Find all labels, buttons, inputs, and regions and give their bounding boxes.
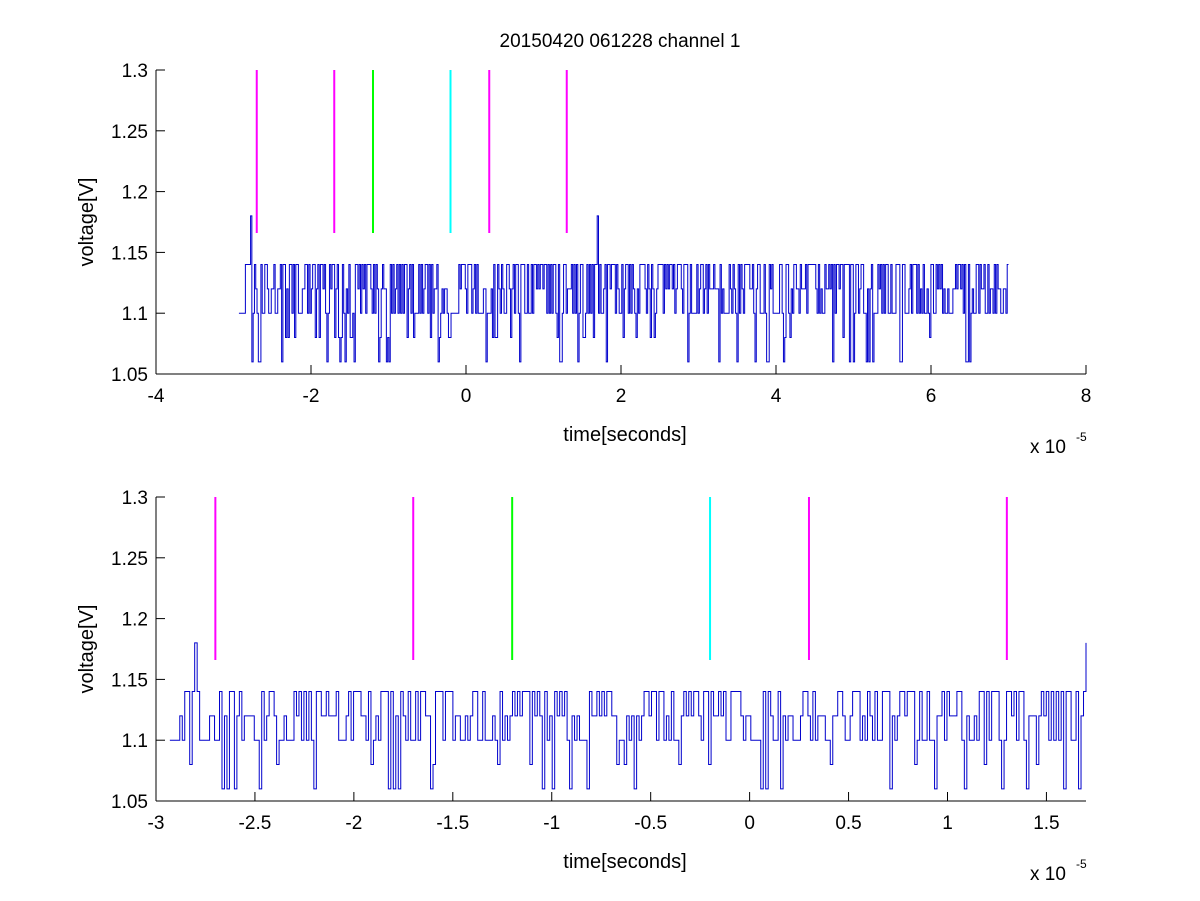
x-tick-label: -2 bbox=[303, 386, 320, 407]
x-tick-label: 0 bbox=[461, 386, 472, 407]
x-multiplier-exponent: -5 bbox=[1076, 430, 1087, 444]
y-tick-label: 1.15 bbox=[111, 670, 148, 691]
x-tick-label: 2 bbox=[616, 386, 627, 407]
x-tick-label: -3 bbox=[148, 813, 165, 834]
x-axis-label: time[seconds] bbox=[563, 851, 686, 873]
x-tick-label: 4 bbox=[771, 386, 782, 407]
y-tick-label: 1.1 bbox=[122, 304, 148, 325]
y-tick-label: 1.1 bbox=[122, 731, 148, 752]
x-tick-label: -2 bbox=[345, 813, 362, 834]
x-multiplier-exponent: -5 bbox=[1076, 857, 1087, 871]
x-axis-label: time[seconds] bbox=[563, 424, 686, 446]
y-tick-label: 1.15 bbox=[111, 243, 148, 264]
y-tick-label: 1.25 bbox=[111, 549, 148, 570]
y-axis-label: voltage[V] bbox=[76, 605, 98, 694]
bottom-plot: 1.05 1.1 1.15 1.2 1.25 1.3 -3 -2.5 -2 -1.5 -1 -0.5 0… bbox=[76, 488, 1087, 885]
x-tick-label: 1.5 bbox=[1033, 813, 1059, 834]
y-tick-label: 1.25 bbox=[111, 122, 148, 143]
y-tick-label: 1.05 bbox=[111, 365, 148, 386]
voltage-trace bbox=[169, 642, 1087, 790]
x-tick-label: -1 bbox=[543, 813, 560, 834]
x-multiplier-label: x 10 bbox=[1030, 864, 1066, 885]
x-tick-label: -1.5 bbox=[436, 813, 469, 834]
y-tick-label: 1.2 bbox=[122, 183, 148, 204]
y-tick-label: 1.05 bbox=[111, 792, 148, 813]
x-tick-label: 8 bbox=[1081, 386, 1092, 407]
x-tick-label: -0.5 bbox=[634, 813, 667, 834]
y-tick-label: 1.3 bbox=[122, 61, 148, 82]
y-tick-label: 1.2 bbox=[122, 610, 148, 631]
x-tick-label: 0.5 bbox=[835, 813, 861, 834]
x-tick-label: 0 bbox=[744, 813, 755, 834]
x-tick-label: -2.5 bbox=[239, 813, 272, 834]
y-tick-label: 1.3 bbox=[122, 488, 148, 509]
figure-title: 20150420 061228 channel 1 bbox=[500, 31, 741, 52]
x-multiplier-label: x 10 bbox=[1030, 437, 1066, 458]
voltage-trace bbox=[238, 215, 1009, 363]
x-tick-label: 1 bbox=[942, 813, 953, 834]
x-tick-label: -4 bbox=[148, 386, 165, 407]
y-axis-label: voltage[V] bbox=[76, 178, 98, 267]
x-tick-label: 6 bbox=[926, 386, 937, 407]
top-plot: 1.05 1.1 1.15 1.2 1.25 1.3 -4 -2 0 2 4 6 8 time[secon… bbox=[76, 61, 1091, 458]
